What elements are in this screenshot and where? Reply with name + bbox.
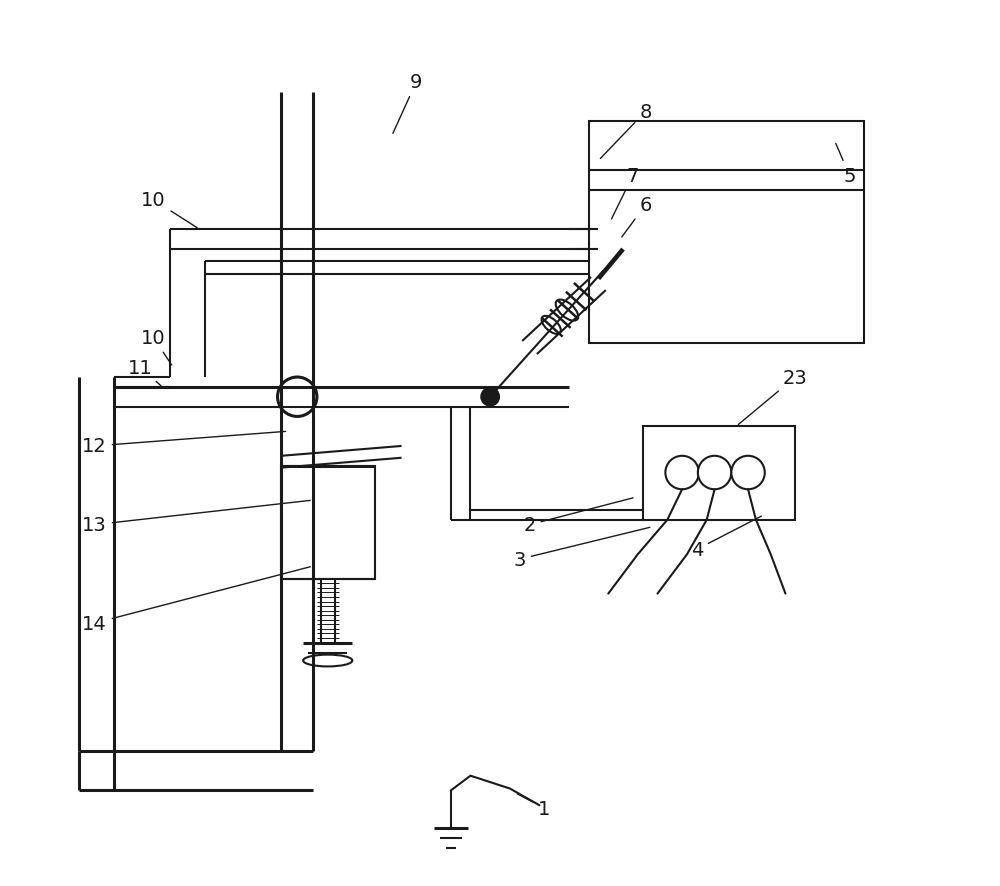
- Circle shape: [731, 456, 765, 490]
- Bar: [589, 122, 864, 343]
- Text: 5: 5: [836, 144, 856, 185]
- Text: 6: 6: [622, 196, 652, 237]
- Bar: [281, 466, 375, 579]
- Text: 4: 4: [691, 517, 761, 559]
- Text: 10: 10: [141, 191, 197, 229]
- Text: 10: 10: [141, 329, 172, 366]
- Circle shape: [665, 456, 699, 490]
- Bar: [643, 427, 795, 520]
- Text: 23: 23: [738, 368, 808, 425]
- Circle shape: [278, 377, 317, 417]
- Text: 1: 1: [517, 794, 550, 818]
- Text: 9: 9: [393, 74, 423, 134]
- Text: 7: 7: [611, 167, 639, 220]
- Text: 12: 12: [82, 431, 286, 456]
- Text: 2: 2: [523, 498, 633, 534]
- Text: 8: 8: [600, 103, 652, 159]
- Circle shape: [698, 456, 731, 490]
- Text: 11: 11: [128, 358, 163, 389]
- Circle shape: [481, 388, 499, 406]
- Text: 3: 3: [513, 528, 650, 569]
- Text: 13: 13: [82, 501, 310, 534]
- Text: 14: 14: [82, 567, 310, 633]
